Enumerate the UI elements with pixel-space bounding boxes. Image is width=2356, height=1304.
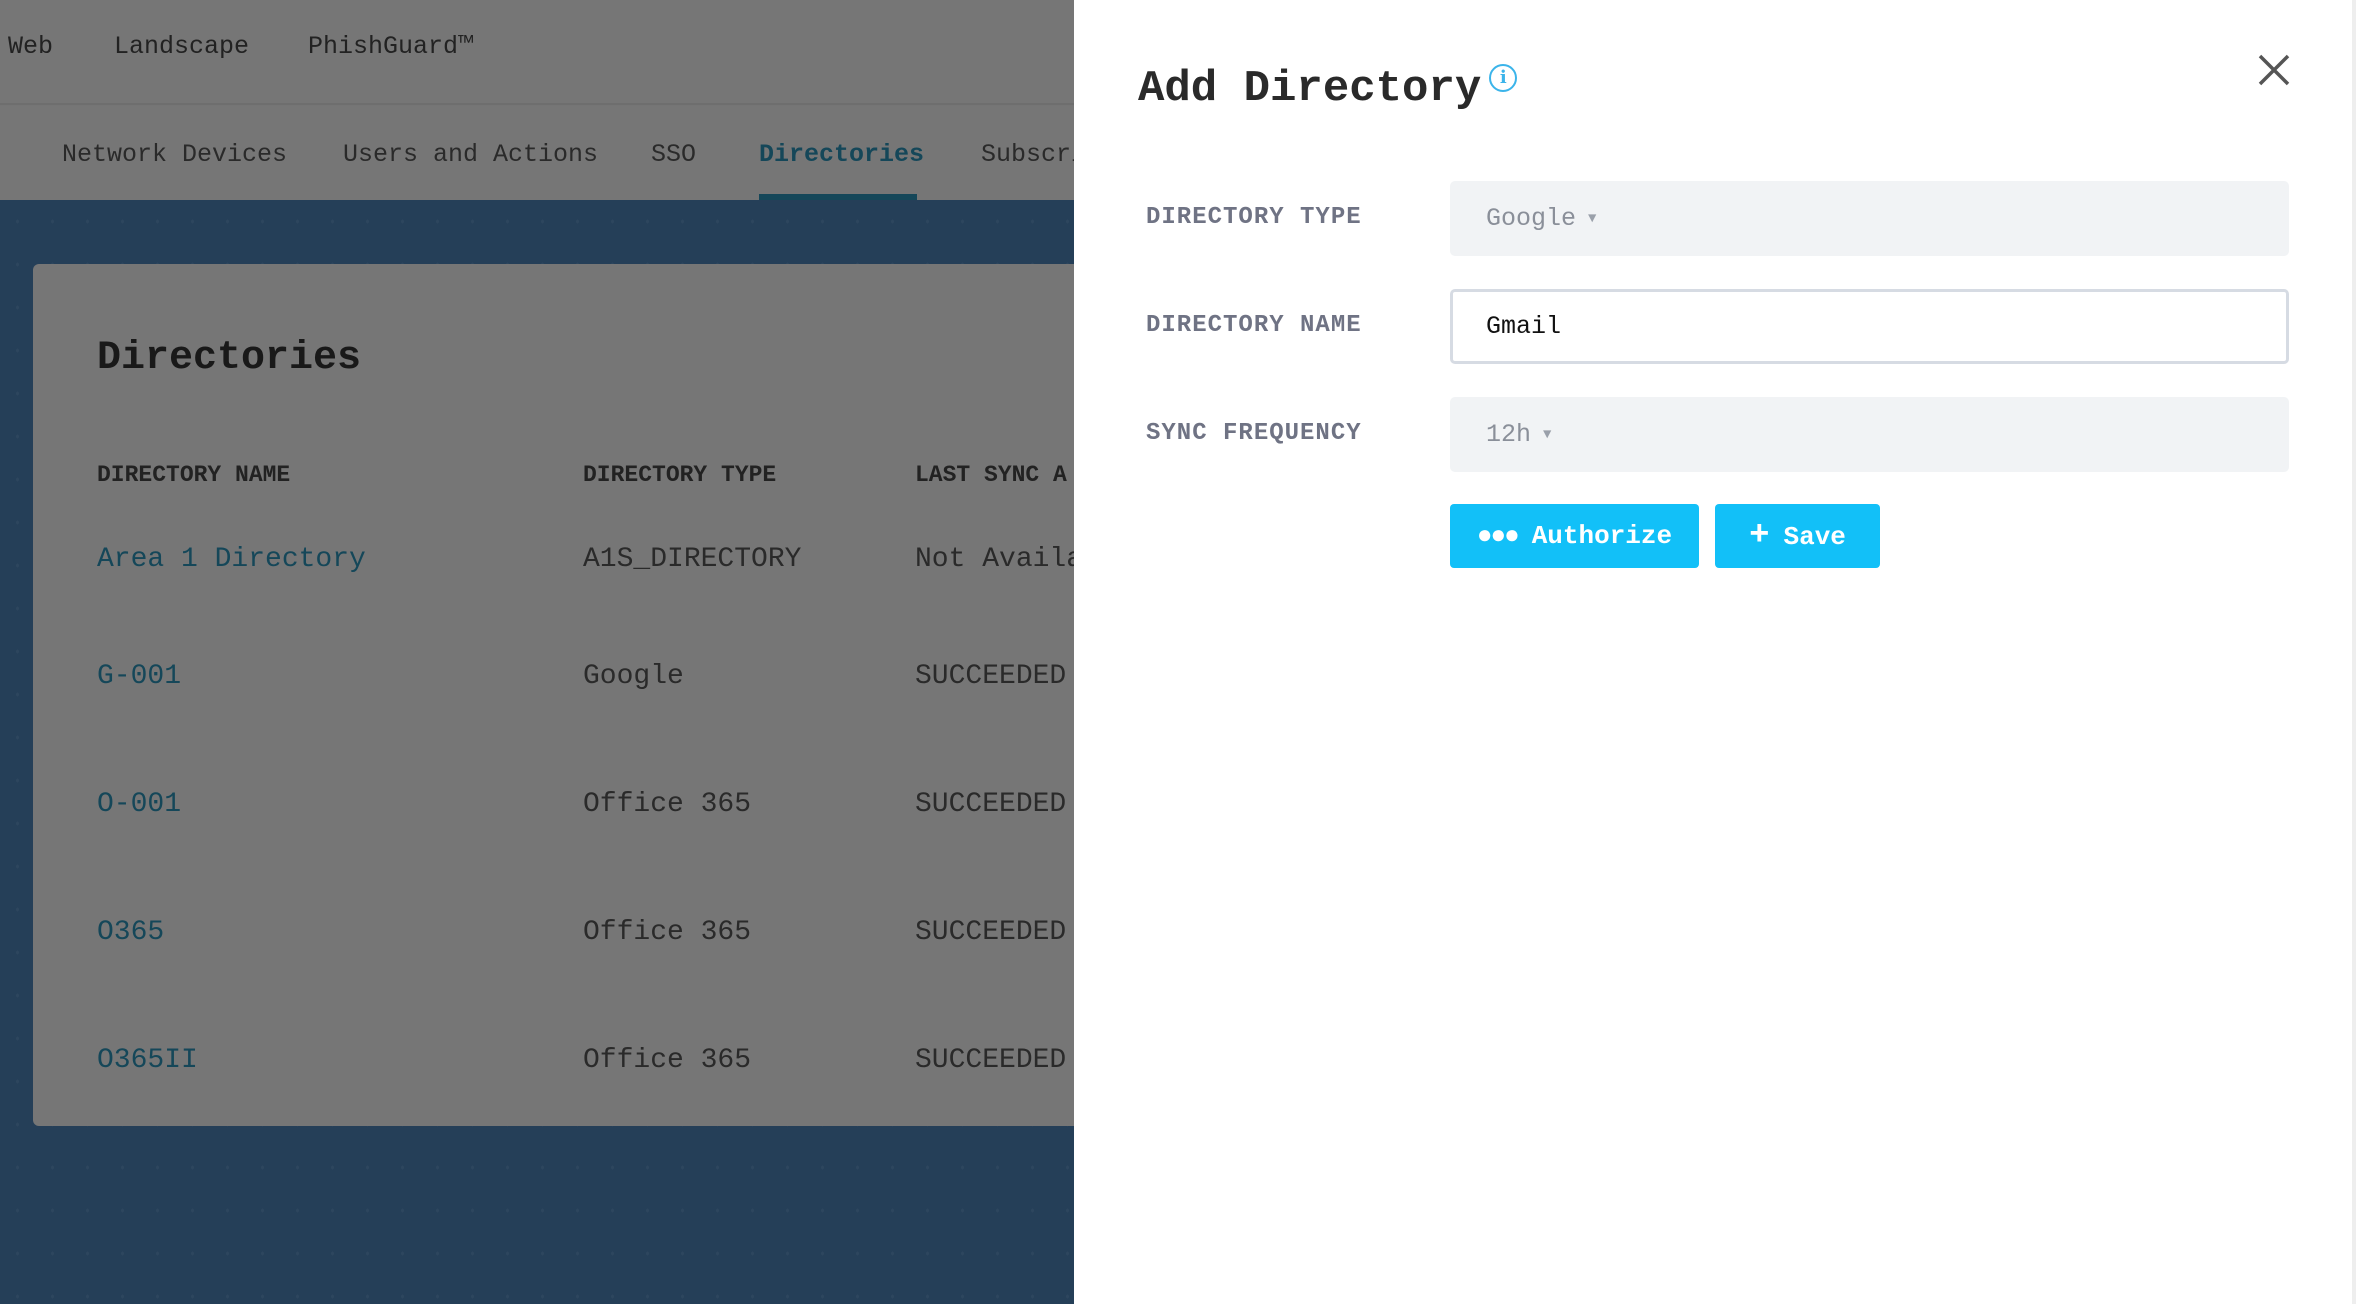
directory-type-label: DIRECTORY TYPE bbox=[1146, 204, 1362, 231]
modal-backdrop[interactable] bbox=[0, 0, 1074, 1304]
caret-down-icon: ▼ bbox=[1588, 211, 1597, 227]
sync-frequency-value: 12h bbox=[1486, 420, 1532, 449]
add-directory-panel: Add Directory i DIRECTORY TYPE Google ▼ D… bbox=[1074, 0, 2356, 1304]
directory-name-label: DIRECTORY NAME bbox=[1146, 312, 1362, 339]
authorize-label: Authorize bbox=[1531, 521, 1673, 551]
info-icon[interactable]: i bbox=[1489, 64, 1518, 92]
more-dots-icon: ●●● bbox=[1476, 521, 1520, 551]
save-label: Save bbox=[1783, 522, 1846, 552]
directory-type-select[interactable]: Google ▼ bbox=[1450, 181, 2289, 256]
directory-name-input[interactable]: Gmail bbox=[1450, 289, 2289, 364]
directory-type-value: Google bbox=[1486, 204, 1577, 233]
sync-frequency-label: SYNC FREQUENCY bbox=[1146, 420, 1362, 447]
authorize-button[interactable]: ●●● Authorize bbox=[1450, 504, 1699, 568]
sync-frequency-select[interactable]: 12h ▼ bbox=[1450, 397, 2289, 472]
panel-title: Add Directory bbox=[1138, 64, 1482, 114]
save-button[interactable]: + Save bbox=[1715, 504, 1880, 568]
close-icon[interactable] bbox=[2254, 50, 2294, 90]
panel-header: Add Directory i bbox=[1138, 62, 1518, 116]
caret-down-icon: ▼ bbox=[1543, 427, 1552, 443]
plus-icon: + bbox=[1749, 517, 1770, 555]
